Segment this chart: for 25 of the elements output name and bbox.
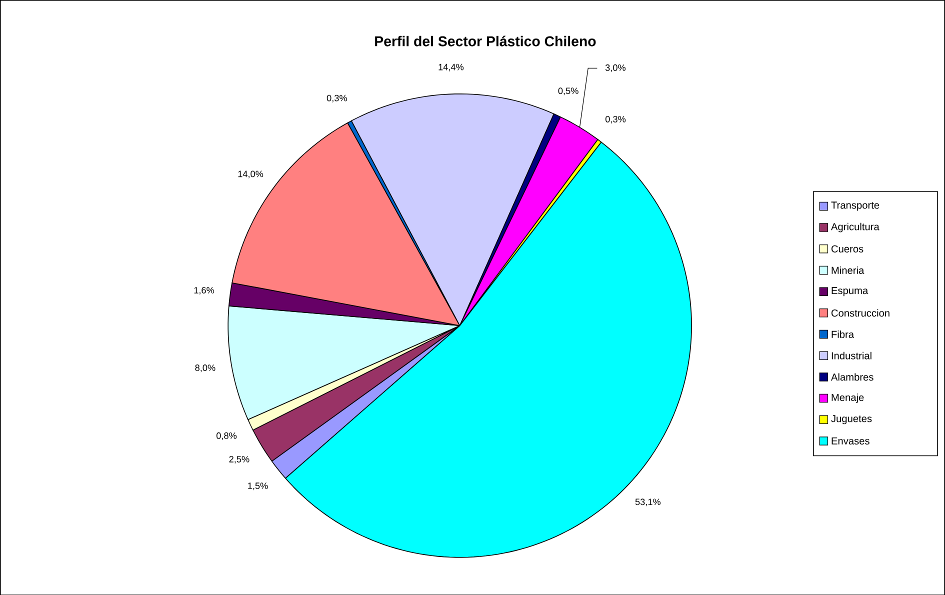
legend-label: Mineria [832,266,864,274]
legend-label: Juguetes [831,414,872,424]
legend-label: Alambres [830,373,874,380]
data-label: 0,3% [326,94,347,102]
legend-label: Envases [832,437,870,444]
legend-label: Construccion [831,309,890,316]
chart-title: Perfil del Sector Plástico Chileno [375,36,596,46]
data-label: 1,5% [248,482,268,490]
legend-label: Industrial [832,352,872,360]
data-label: 3,0% [605,64,626,72]
data-label: 0,8% [216,432,237,440]
legend-label: Cueros [831,245,864,252]
data-label: 0,3% [605,116,626,124]
legend-label: Transporte [831,201,880,211]
data-label: 14,0% [238,170,264,178]
data-label: 14,4% [438,64,464,72]
data-label: 0,5% [558,87,578,95]
data-label: 53,1% [635,498,661,506]
data-label: 1,6% [194,286,214,294]
data-label: 8,0% [195,364,216,372]
legend-label: Espuma [832,286,868,296]
legend-label: Menaje [832,393,864,403]
legend-label: Fibra [832,330,854,338]
data-label: 2,5% [229,456,250,464]
legend-label: Agricultura [830,222,880,232]
